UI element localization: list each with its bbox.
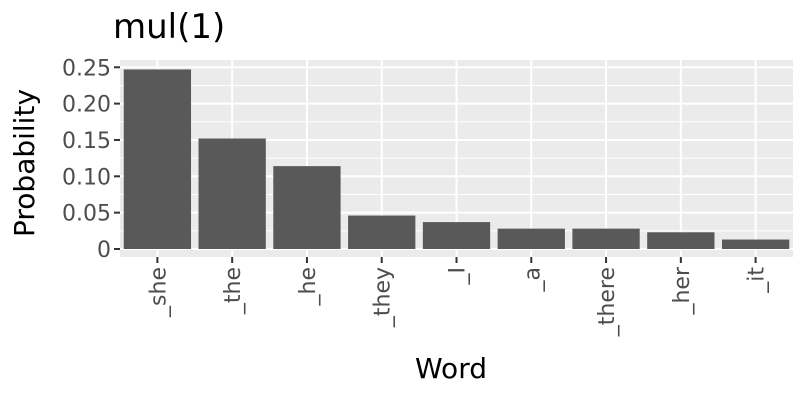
y-tick-label: 0	[97, 238, 111, 263]
bar-she	[123, 69, 192, 250]
y-axis-ticks: 0 0.05 0.10 0.15 0.20 0.25	[62, 56, 120, 263]
bars	[123, 69, 790, 250]
bar-a	[497, 228, 565, 250]
y-axis-label: Probability	[8, 89, 41, 237]
bar-it	[721, 239, 790, 250]
x-axis-label: Word	[415, 352, 487, 385]
x-tick-label: _I	[446, 267, 471, 286]
y-tick-label: 0.05	[62, 202, 111, 227]
x-tick-label: _a	[520, 267, 545, 292]
y-tick-label: 0.15	[62, 129, 111, 154]
x-tick-label: _they	[371, 267, 396, 328]
x-axis-ticks: _she _the _he _they _I _a _there _her _it	[146, 257, 770, 337]
x-tick-label: _it	[745, 267, 770, 294]
bar-there	[572, 228, 640, 250]
bar-they	[348, 215, 416, 250]
x-tick-label: _she	[146, 267, 171, 318]
bar-he	[273, 166, 341, 250]
chart-title: mul(1)	[113, 7, 225, 47]
x-tick-label: _he	[296, 267, 321, 306]
x-tick-label: _the	[221, 267, 246, 315]
x-tick-label: _there	[595, 267, 620, 337]
y-tick-label: 0.10	[62, 165, 111, 190]
y-tick-label: 0.20	[62, 93, 111, 118]
bar-the	[198, 138, 266, 250]
y-tick-label: 0.25	[62, 56, 111, 81]
bar-I	[422, 222, 491, 250]
x-tick-label: _her	[670, 266, 695, 315]
bar-her	[647, 232, 715, 250]
